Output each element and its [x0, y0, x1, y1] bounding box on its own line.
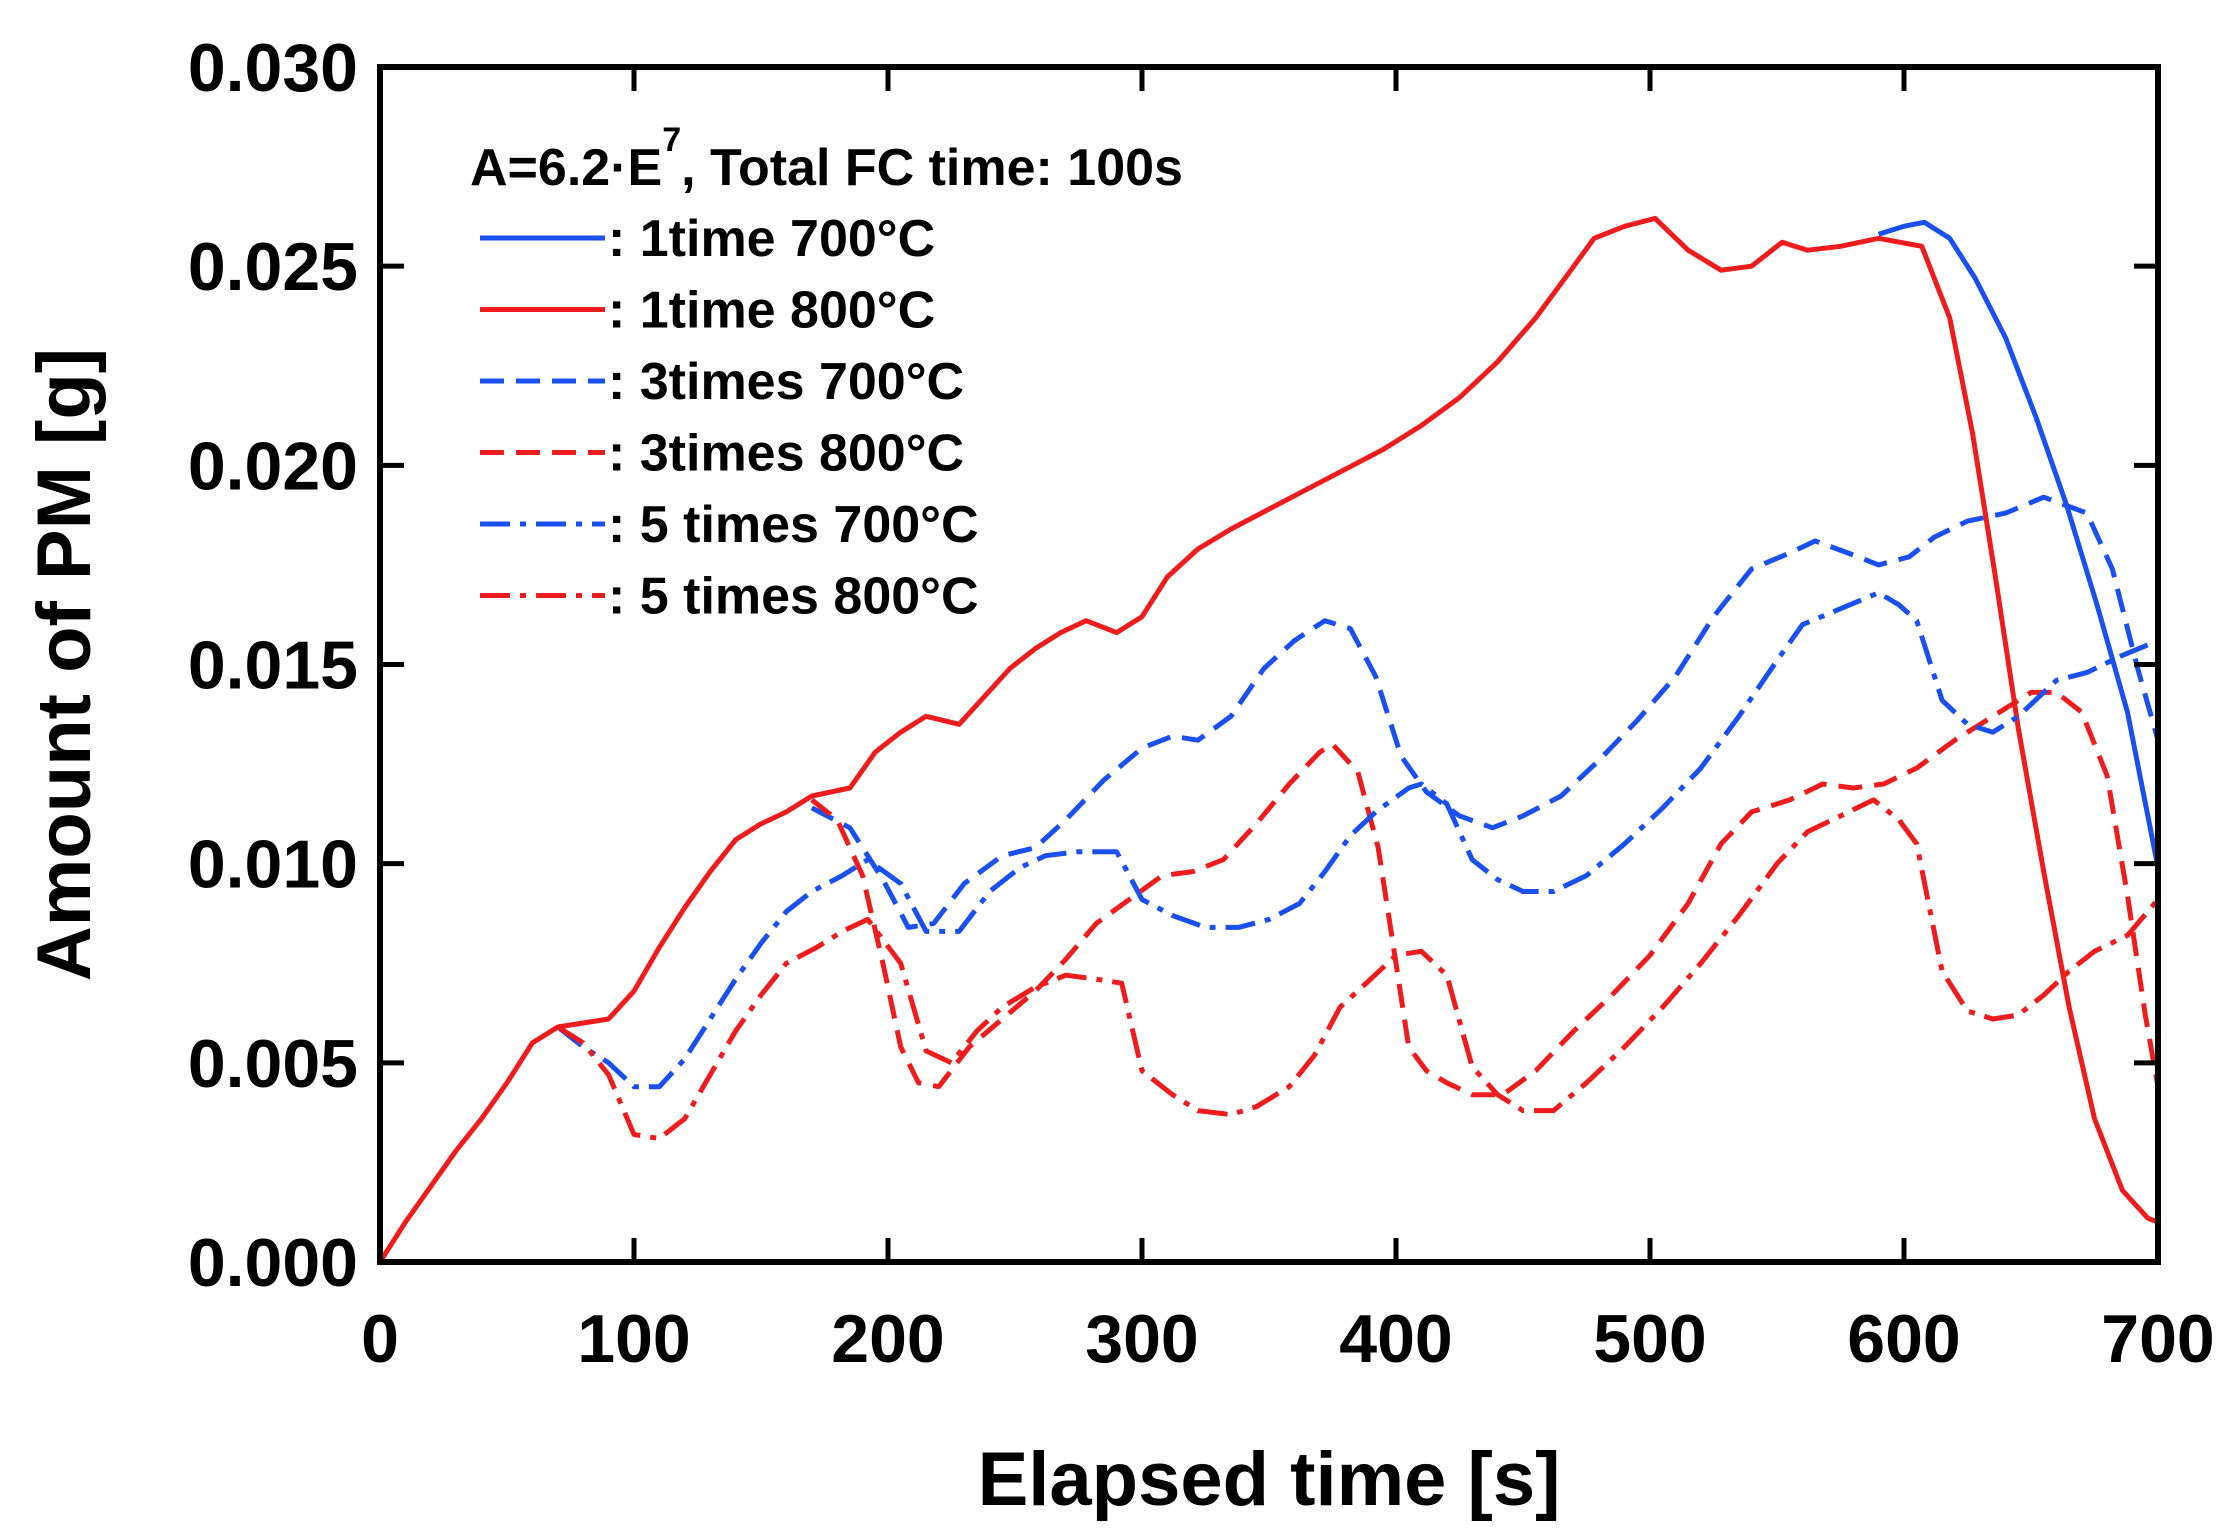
- legend-label-1: : 1time 800°C: [608, 282, 935, 340]
- legend-label-3: : 3times 800°C: [608, 425, 964, 483]
- series-line-1: [377, 215, 2159, 1264]
- legend-label-5: : 5 times 800°C: [608, 568, 979, 626]
- x-tick-label: 200: [831, 1301, 944, 1377]
- y-tick-label: 0.030: [188, 30, 358, 106]
- x-axis-title: Elapsed time [s]: [978, 1437, 1561, 1522]
- series-line-3: [810, 689, 2161, 1098]
- y-tick-label: 0.000: [188, 1225, 358, 1301]
- x-tick-label: 400: [1339, 1301, 1452, 1377]
- y-tick-label: 0.015: [188, 628, 358, 704]
- legend-label-4: : 5 times 700°C: [608, 496, 979, 554]
- x-tick-label: 600: [1847, 1301, 1960, 1377]
- y-tick-label: 0.010: [188, 827, 358, 903]
- y-axis-title: Amount of PM [g]: [22, 348, 107, 981]
- y-tick-label: 0.025: [188, 229, 358, 305]
- x-tick-label: 700: [2101, 1301, 2214, 1377]
- legend: A=6.2·E7, Total FC time: 100s : 1time 700…: [470, 121, 1183, 626]
- series-line-0: [1877, 219, 2161, 869]
- series-line-4: [556, 590, 2159, 1090]
- series-line-2: [810, 494, 2161, 930]
- series-layer: [377, 215, 2161, 1264]
- x-tick-label: 300: [1085, 1301, 1198, 1377]
- legend-title: A=6.2·E7, Total FC time: 100s: [470, 121, 1183, 197]
- legend-label-0: : 1time 700°C: [608, 210, 935, 268]
- x-tick-label: 0: [361, 1301, 399, 1377]
- y-tick-label: 0.020: [188, 428, 358, 504]
- series-line-5: [556, 797, 2160, 1141]
- legend-label-2: : 3times 700°C: [608, 353, 964, 411]
- y-tick-label: 0.005: [188, 1026, 358, 1102]
- ticks-layer: 0 100 200 300 400 500 600 700 0.000 0.005 0.010 0.0…: [188, 30, 2215, 1377]
- x-tick-label: 100: [577, 1301, 690, 1377]
- x-tick-label: 500: [1593, 1301, 1706, 1377]
